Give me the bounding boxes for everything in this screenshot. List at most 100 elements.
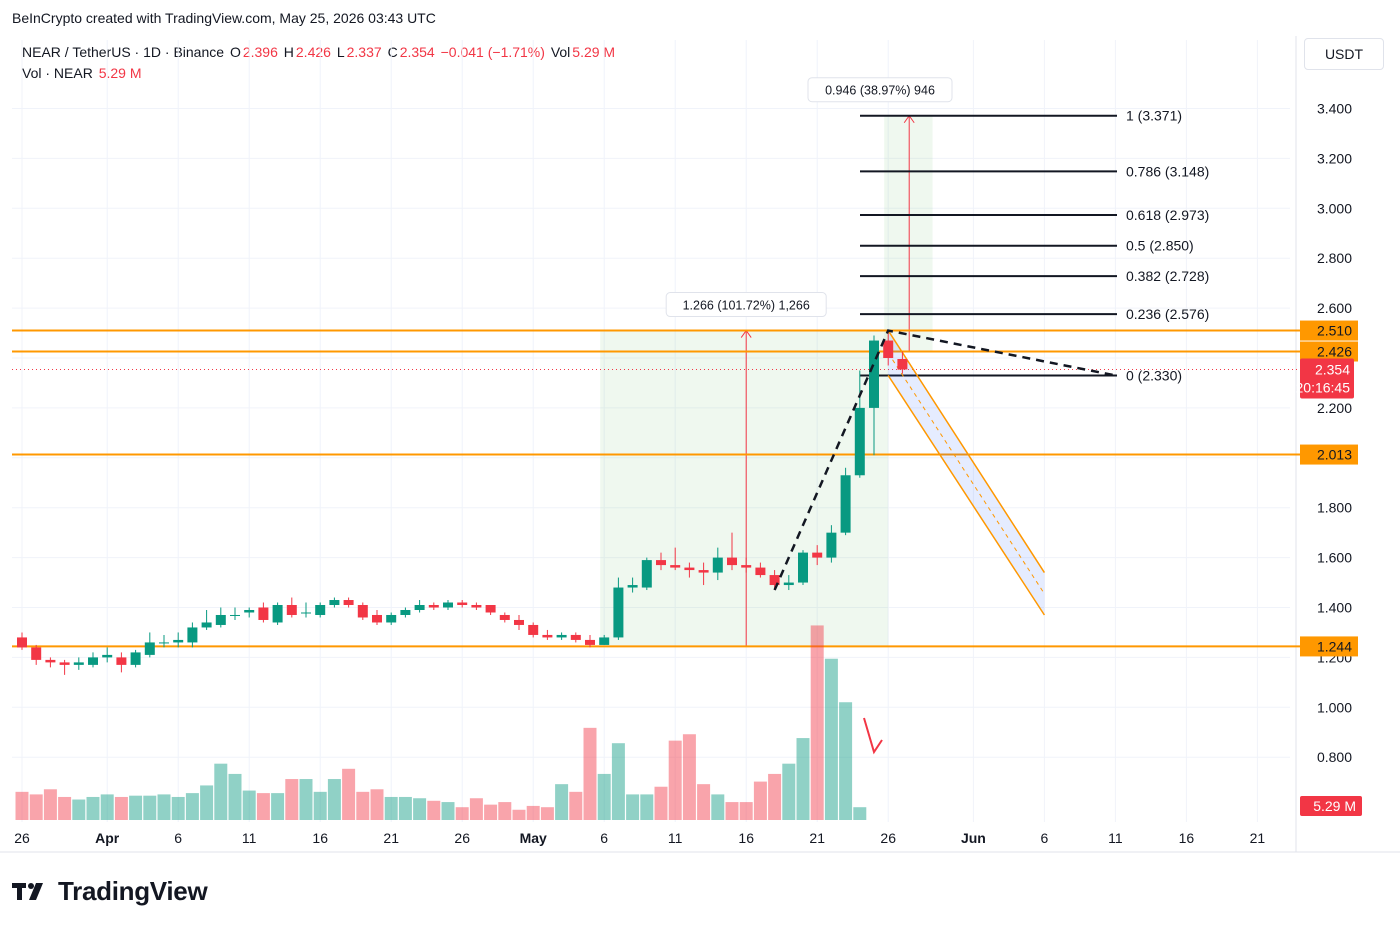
candle-body <box>542 634 553 638</box>
candle-body <box>73 662 84 665</box>
candle-body <box>670 565 681 568</box>
candle-body <box>187 627 198 643</box>
y-tick-label: 1.600 <box>1317 550 1352 566</box>
candle-body <box>755 567 766 576</box>
candle-body <box>769 575 780 586</box>
candle-body <box>443 602 453 608</box>
candle-body <box>102 654 113 658</box>
candle-body <box>159 642 169 644</box>
volume-bar <box>214 763 228 820</box>
volume-indicator-label[interactable]: Vol · NEAR <box>22 65 93 81</box>
candle-body <box>357 605 368 618</box>
level-tag-label: 2.013 <box>1317 447 1352 463</box>
vol-label: Vol <box>550 44 571 60</box>
volume-bar <box>853 807 867 820</box>
volume-bar <box>43 789 57 820</box>
volume-bar <box>711 794 725 820</box>
candle-body <box>315 605 326 615</box>
volume-bar <box>555 784 569 820</box>
level-tag <box>1300 341 1358 362</box>
close-value: 2.354 <box>399 44 435 60</box>
volume-bar <box>15 791 29 820</box>
volume-bar <box>498 802 512 820</box>
volume-bar <box>782 763 796 820</box>
candle-body <box>17 637 27 648</box>
measure-1-label: 1.266 (101.72%) 1,266 <box>683 299 810 313</box>
candle-body <box>173 639 184 643</box>
candle-body <box>499 614 510 620</box>
volume-bar <box>611 743 625 820</box>
volume-bar <box>256 793 270 820</box>
x-tick-label: 6 <box>600 830 608 846</box>
candle-body <box>528 624 539 635</box>
tradingview-logo-text: TradingView <box>58 876 208 906</box>
candle-body <box>826 532 837 558</box>
x-tick-label: 21 <box>1250 830 1266 846</box>
volume-bar <box>469 798 483 820</box>
countdown-label: 20:16:45 <box>1296 379 1351 395</box>
candle-body <box>215 614 226 625</box>
x-tick-label: 21 <box>809 830 825 846</box>
candle-body <box>414 605 425 610</box>
x-tick-label: 11 <box>242 830 257 846</box>
level-tag-label: 1.244 <box>1317 638 1352 654</box>
close-label: C <box>387 44 398 60</box>
volume-bar <box>668 740 682 820</box>
volume-bar <box>640 794 654 820</box>
volume-bar <box>697 784 711 820</box>
x-tick-label: 11 <box>1108 830 1123 846</box>
level-tag <box>1300 320 1358 341</box>
high-label: H <box>283 44 294 60</box>
volume-bar <box>114 796 128 820</box>
volume-bar <box>58 796 72 820</box>
y-tick-label: 3.200 <box>1317 150 1352 166</box>
candle-body <box>31 647 42 660</box>
volume-bar <box>157 794 171 820</box>
fib-level-label: 0.382 (2.728) <box>1126 268 1209 284</box>
x-tick-label: 26 <box>880 830 896 846</box>
measure-1-label-box <box>665 292 827 318</box>
candle-body <box>400 609 411 615</box>
channel-lower <box>887 375 1046 616</box>
volume-bar <box>413 798 427 820</box>
volume-indicator-value: 5.29 M <box>98 65 142 81</box>
candle-body <box>258 607 269 620</box>
volume-tag-label: 5.29 M <box>1313 798 1356 814</box>
volume-bar <box>398 796 412 820</box>
candle-body <box>812 552 823 558</box>
x-tick-label: 16 <box>312 830 328 846</box>
volume-bar <box>427 800 441 820</box>
candle-body <box>627 585 638 588</box>
y-tick-label: 2.200 <box>1317 400 1352 416</box>
volume-bar <box>654 786 668 820</box>
candle-body <box>514 619 524 625</box>
low-label: L <box>336 44 345 60</box>
volume-bar <box>484 804 498 820</box>
y-tick-label: 2.600 <box>1317 300 1352 316</box>
volume-bar <box>768 773 782 820</box>
volume-bar <box>171 796 185 820</box>
currency-button[interactable]: USDT <box>1304 38 1384 70</box>
candle-body <box>88 657 98 665</box>
level-tag-label: 2.510 <box>1317 323 1352 339</box>
volume-bar <box>526 805 540 820</box>
candle-body <box>201 622 212 628</box>
candle-body <box>301 612 311 614</box>
volume-bar <box>86 796 100 820</box>
volume-legend: Vol · NEAR 5.29 M <box>22 65 144 81</box>
level-tag <box>1300 444 1358 465</box>
volume-bar <box>356 791 370 820</box>
symbol-title[interactable]: NEAR / TetherUS · 1D · Binance <box>22 44 225 60</box>
level-tag <box>1300 636 1358 657</box>
candle-body <box>684 567 695 571</box>
volume-bar <box>753 781 767 820</box>
x-tick-label: May <box>520 830 547 846</box>
fib-level-label: 0.618 (2.973) <box>1126 207 1209 223</box>
candle-body <box>840 475 851 533</box>
candle-body <box>372 614 382 623</box>
measure-2-box <box>884 115 933 352</box>
volume-bar <box>441 802 455 820</box>
volume-bar <box>299 779 313 820</box>
